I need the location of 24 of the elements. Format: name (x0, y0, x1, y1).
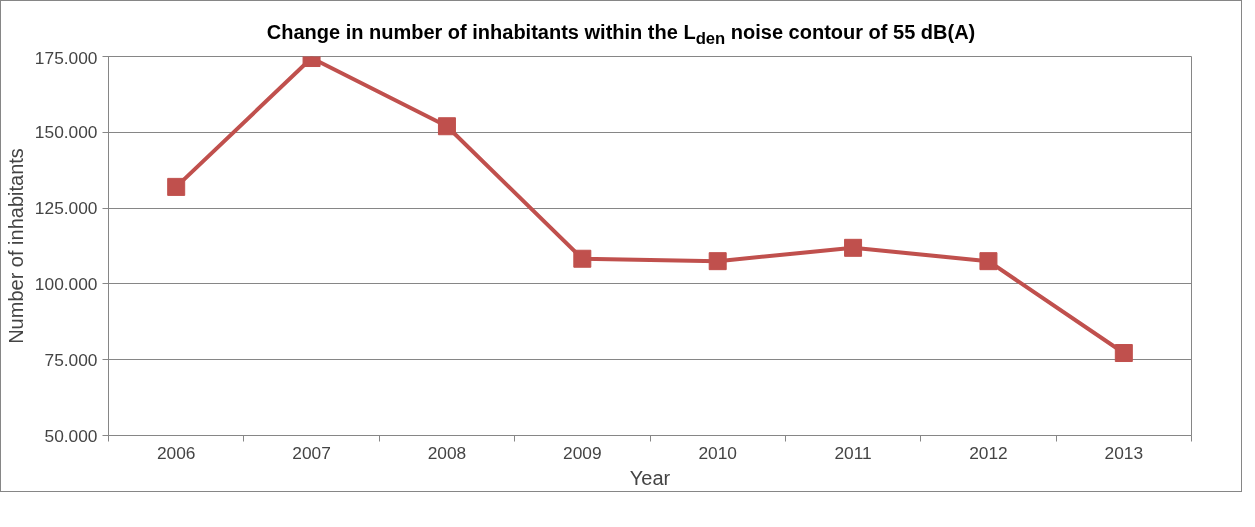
x-tick-label: 2012 (969, 442, 1008, 463)
x-tick-label: 2011 (834, 442, 872, 463)
x-tick-label: 2007 (292, 442, 331, 463)
point (1114, 344, 1133, 363)
x-tick-label: 2006 (156, 442, 196, 463)
point (979, 252, 998, 271)
y-tick-label: 50.000 (44, 425, 98, 446)
y-tick-label: 175.000 (34, 47, 98, 68)
chart-title: Change in number of inhabitants within the L$_{den}$ noise contour of 55 dB(A) (266, 20, 976, 50)
x-axis-title: Year (629, 466, 671, 489)
point (573, 249, 592, 268)
x-tick-label: 2013 (1104, 442, 1144, 463)
x-tick-label: 2009 (563, 442, 602, 463)
x-tick-label: 2008 (427, 442, 467, 463)
point (167, 177, 186, 196)
point (708, 252, 727, 271)
point (437, 117, 456, 136)
x-tick-label: 2010 (698, 442, 737, 463)
y-tick-label: 125.000 (34, 198, 98, 219)
y-tick-label: 75.000 (44, 349, 98, 370)
y-tick-label: 100.000 (34, 273, 98, 294)
y-axis-title: Number of inhabitants (4, 148, 27, 344)
y-tick-label: 150.000 (34, 122, 98, 143)
point (844, 238, 863, 257)
